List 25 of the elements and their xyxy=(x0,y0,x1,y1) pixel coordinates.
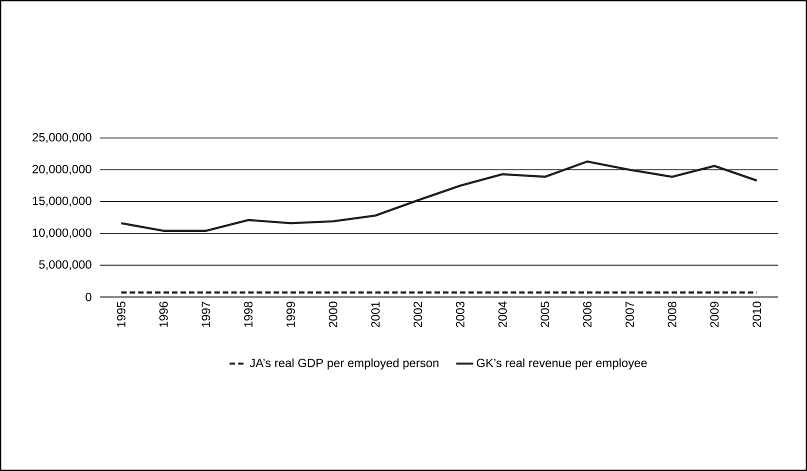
x-tick-label: 1996 xyxy=(159,302,168,327)
x-tick-label: 2009 xyxy=(710,302,719,328)
y-tick-label: 25,000,000 xyxy=(32,133,92,143)
x-tick-label: 2000 xyxy=(328,302,338,328)
y-tick-label: 20,000,000 xyxy=(32,164,92,175)
x-tick-label: 2005 xyxy=(540,302,550,328)
x-tick-label: 2003 xyxy=(456,302,464,328)
x-tick-label: 1999 xyxy=(286,302,295,327)
legend-label: JA’s real GDP per employed person xyxy=(250,358,438,370)
x-tick-label: 2008 xyxy=(668,302,676,328)
y-tick-label: 0 xyxy=(86,292,92,302)
x-tick-label: 1997 xyxy=(202,302,210,327)
y-tick-label: 10,000,000 xyxy=(32,228,92,238)
x-tick-label: 2010 xyxy=(752,302,762,328)
legend-label: GK’s real revenue per employee xyxy=(476,358,647,370)
x-tick-label: 2002 xyxy=(414,302,422,328)
y-tick-label: 5,000,000 xyxy=(39,260,92,270)
x-tick-label: 1998 xyxy=(244,302,253,327)
y-tick-label: 15,000,000 xyxy=(32,196,92,207)
x-tick-label: 2006 xyxy=(583,302,592,328)
x-tick-label: 2001 xyxy=(371,302,380,328)
x-tick-label: 2004 xyxy=(498,302,507,328)
x-tick-label: 2007 xyxy=(625,302,634,328)
x-tick-label: 1995 xyxy=(116,302,126,327)
line-series xyxy=(120,160,758,232)
